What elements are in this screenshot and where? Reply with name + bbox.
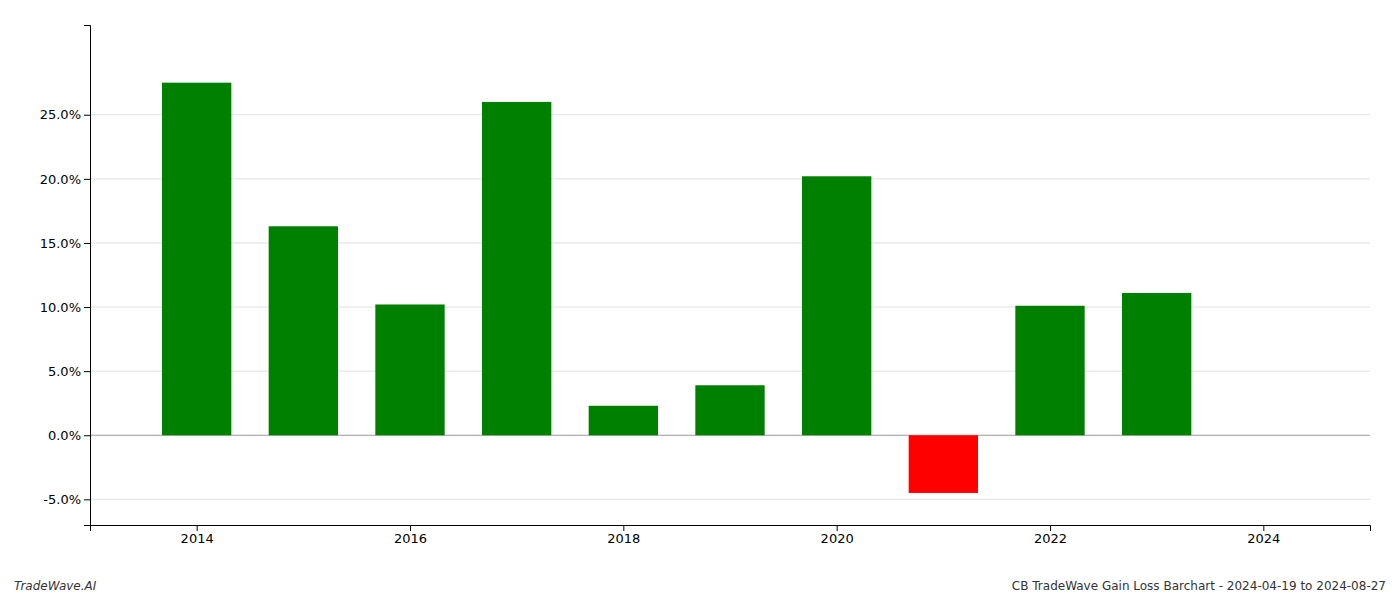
y-tick: 15.0% xyxy=(40,236,90,251)
y-tick-label: -5.0% xyxy=(43,492,81,507)
bar xyxy=(482,102,551,435)
grid xyxy=(90,115,1370,500)
y-tick-label: 20.0% xyxy=(40,172,81,187)
x-tick: 2024 xyxy=(1247,525,1280,546)
x-tick-mark xyxy=(197,525,198,531)
x-tick-label: 2014 xyxy=(181,531,214,546)
x-tick: 2018 xyxy=(607,525,640,546)
x-tick-mark xyxy=(1050,525,1051,531)
y-tick-mark xyxy=(84,371,90,372)
grid-line xyxy=(90,114,1370,115)
footer-right: CB TradeWave Gain Loss Barchart - 2024-0… xyxy=(1012,579,1386,593)
y-tick: 25.0% xyxy=(40,107,90,122)
bar xyxy=(909,435,978,493)
y-tick-label: 10.0% xyxy=(40,300,81,315)
y-tick-label: 5.0% xyxy=(48,364,81,379)
plot-area: -5.0%0.0%5.0%10.0%15.0%20.0%25.0%2014201… xyxy=(40,26,1371,547)
x-tick-label: 2022 xyxy=(1034,531,1067,546)
bar xyxy=(589,406,658,435)
bar xyxy=(1122,293,1191,435)
y-tick-label: 25.0% xyxy=(40,107,81,122)
chart: -5.0%0.0%5.0%10.0%15.0%20.0%25.0%2014201… xyxy=(0,0,1400,600)
y-tick-mark xyxy=(84,115,90,116)
y-axis-line xyxy=(84,26,91,526)
x-tick-mark xyxy=(623,525,624,531)
bar xyxy=(802,176,871,435)
x-tick-label: 2016 xyxy=(394,531,427,546)
x-axis: 2014 2016 2018 2020 2022 2024 xyxy=(91,525,1371,546)
y-tick-mark xyxy=(84,435,90,436)
bar xyxy=(269,226,338,435)
grid-line xyxy=(90,178,1370,179)
y-tick: 0.0% xyxy=(48,428,90,443)
y-tick-label: 0.0% xyxy=(48,428,81,443)
y-tick-label: 15.0% xyxy=(40,236,81,251)
x-tick-mark xyxy=(837,525,838,531)
y-tick-mark xyxy=(84,499,90,500)
y-tick: 20.0% xyxy=(40,172,90,187)
footer-left: TradeWave.AI xyxy=(14,579,97,593)
x-tick: 2022 xyxy=(1034,525,1067,546)
footer: TradeWave.AI CB TradeWave Gain Loss Barch… xyxy=(14,579,1386,593)
y-tick-mark xyxy=(84,307,90,308)
bar xyxy=(375,304,444,435)
bar xyxy=(695,385,764,435)
x-tick-label: 2018 xyxy=(607,531,640,546)
y-tick: 5.0% xyxy=(48,364,90,379)
y-tick: 10.0% xyxy=(40,300,90,315)
y-tick: -5.0% xyxy=(43,492,90,507)
x-tick: 2016 xyxy=(394,525,427,546)
x-tick: 2014 xyxy=(181,525,214,546)
y-axis: -5.0% 0.0% 5.0% 10.0% 15.0% 20.0% 25.0% xyxy=(40,26,91,526)
x-tick-mark xyxy=(1263,525,1264,531)
bar xyxy=(162,83,231,436)
y-tick-mark xyxy=(84,179,90,180)
x-tick-mark xyxy=(410,525,411,531)
bars xyxy=(162,83,1191,493)
bar xyxy=(1015,306,1084,435)
x-axis-line xyxy=(91,526,1371,532)
grid-line xyxy=(90,499,1370,500)
x-tick-label: 2020 xyxy=(821,531,854,546)
x-tick: 2020 xyxy=(821,525,854,546)
y-tick-mark xyxy=(84,243,90,244)
x-tick-label: 2024 xyxy=(1247,531,1280,546)
